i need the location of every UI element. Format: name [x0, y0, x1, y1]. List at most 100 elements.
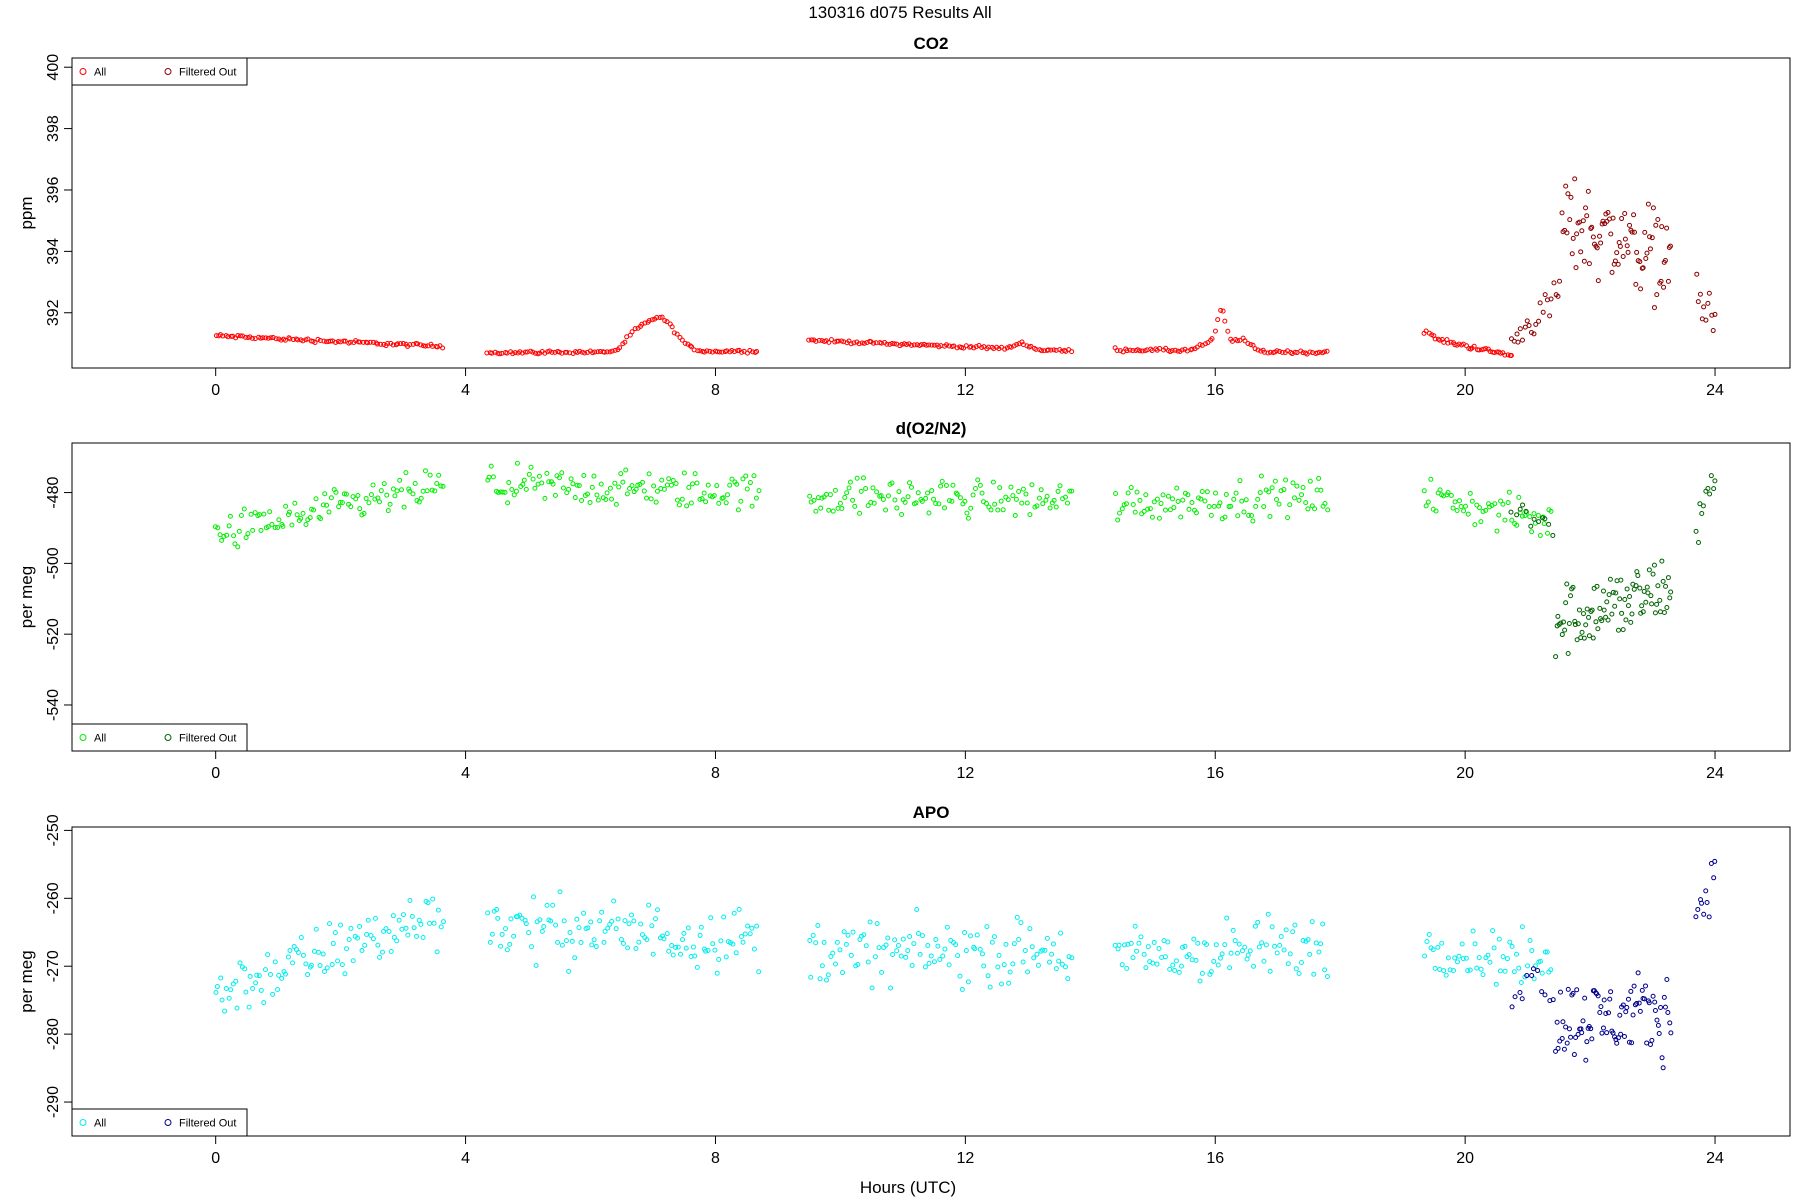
point-all — [1529, 529, 1535, 535]
point-all — [1198, 496, 1204, 502]
point-all — [1256, 944, 1262, 950]
point-all — [919, 498, 925, 504]
point-filtered-out — [1647, 246, 1653, 252]
point-all — [1483, 507, 1489, 513]
point-filtered-out — [1526, 322, 1532, 328]
point-all — [846, 485, 852, 491]
point-all — [242, 966, 248, 972]
point-all — [1312, 506, 1318, 512]
point-all — [1502, 352, 1508, 358]
point-filtered-out — [1539, 989, 1545, 995]
point-all — [664, 482, 670, 488]
point-all — [579, 497, 585, 503]
point-all — [300, 952, 306, 958]
point-all — [1124, 965, 1130, 971]
point-all — [272, 959, 278, 965]
point-all — [902, 499, 908, 505]
point-all — [816, 337, 822, 343]
point-all — [258, 987, 264, 993]
point-all — [416, 499, 422, 505]
point-all — [484, 350, 490, 356]
point-all — [603, 497, 609, 503]
point-all — [1459, 941, 1465, 947]
point-all — [751, 473, 757, 479]
point-filtered-out — [1604, 1030, 1610, 1036]
point-filtered-out — [1625, 603, 1631, 609]
point-all — [684, 503, 690, 509]
point-all — [1134, 948, 1140, 954]
point-all — [1050, 941, 1056, 947]
point-all — [430, 896, 436, 902]
point-filtered-out — [1605, 210, 1611, 216]
point-all — [410, 491, 416, 497]
point-all — [548, 918, 554, 924]
point-all — [844, 490, 850, 496]
point-all — [322, 491, 328, 497]
point-all — [227, 513, 233, 519]
y-axis-label: per meg — [17, 566, 36, 628]
point-all — [754, 348, 760, 354]
point-filtered-out — [1547, 313, 1553, 319]
point-filtered-out — [1652, 610, 1658, 616]
legend-label: Filtered Out — [179, 1118, 236, 1130]
point-all — [975, 477, 981, 483]
point-all — [915, 490, 921, 496]
point-all — [730, 941, 736, 947]
point-all — [276, 972, 282, 978]
point-all — [218, 975, 224, 981]
point-all — [597, 918, 603, 924]
point-all — [1211, 958, 1217, 964]
point-all — [742, 931, 748, 937]
point-filtered-out — [1580, 611, 1586, 617]
point-all — [1134, 489, 1140, 495]
point-filtered-out — [1583, 205, 1589, 211]
point-all — [298, 515, 304, 521]
point-all — [1287, 502, 1293, 508]
point-all — [1027, 926, 1033, 932]
point-all — [390, 913, 396, 919]
point-all — [1265, 350, 1271, 356]
point-all — [964, 510, 970, 516]
point-all — [949, 498, 955, 504]
point-all — [670, 478, 676, 484]
point-all — [931, 959, 937, 965]
point-all — [506, 480, 512, 486]
point-all — [714, 483, 720, 489]
point-filtered-out — [1643, 255, 1649, 261]
point-all — [1022, 948, 1028, 954]
point-filtered-out — [1601, 997, 1607, 1003]
point-all — [599, 909, 605, 915]
point-all — [438, 483, 444, 489]
point-all — [1509, 517, 1515, 523]
point-filtered-out — [1619, 610, 1625, 616]
point-all — [955, 953, 961, 959]
point-all — [1283, 927, 1289, 933]
point-all — [544, 470, 550, 476]
point-all — [629, 329, 635, 335]
point-all — [581, 473, 587, 479]
point-all — [295, 949, 301, 955]
point-all — [678, 951, 684, 957]
point-all — [1250, 518, 1256, 524]
point-all — [749, 925, 755, 931]
point-all — [1476, 505, 1482, 511]
point-all — [407, 488, 413, 494]
point-all — [1274, 950, 1280, 956]
point-all — [671, 330, 677, 336]
point-all — [1011, 343, 1017, 349]
point-all — [1170, 962, 1176, 968]
point-all — [526, 930, 532, 936]
point-all — [366, 500, 372, 506]
point-filtered-out — [1615, 1035, 1621, 1041]
point-all — [1490, 928, 1496, 934]
point-filtered-out — [1593, 619, 1599, 625]
point-all — [317, 962, 323, 968]
point-all — [507, 941, 513, 947]
point-all — [1045, 347, 1051, 353]
point-all — [260, 335, 266, 341]
point-all — [1167, 507, 1173, 513]
point-all — [311, 948, 317, 954]
point-filtered-out — [1585, 188, 1591, 194]
point-all — [248, 511, 254, 517]
point-all — [925, 490, 931, 496]
